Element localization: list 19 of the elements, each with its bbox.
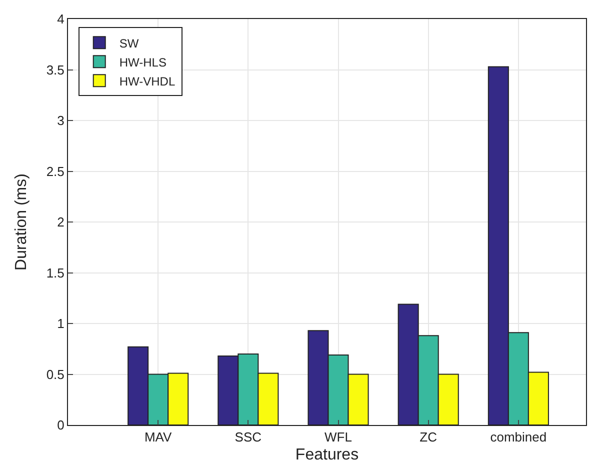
x-axis-title: Features <box>295 446 359 464</box>
y-axis-title: Duration (ms) <box>13 174 30 270</box>
y-tick-label: 0.5 <box>46 366 64 382</box>
y-tick-label: 3 <box>57 113 64 128</box>
y-tick-label: 0 <box>57 418 64 433</box>
y-tick-label: 2.5 <box>46 164 64 179</box>
legend-label: SW <box>119 36 140 50</box>
y-tick-label: 2 <box>57 214 64 230</box>
y-tick-label: 1 <box>57 316 64 332</box>
x-tick-label: ZC <box>420 430 438 445</box>
legend-label: HW-VHDL <box>119 74 176 88</box>
y-tick-label: 3.5 <box>46 62 64 78</box>
legend-label: HW-HLS <box>119 55 166 70</box>
x-tick-label: SSC <box>234 430 262 445</box>
y-tick-label: 4 <box>57 12 64 27</box>
y-tick-label: 1.5 <box>46 265 64 280</box>
x-tick-label: MAV <box>144 430 172 445</box>
x-tick-label: combined <box>490 430 547 445</box>
x-tick-label: WFL <box>324 430 352 445</box>
